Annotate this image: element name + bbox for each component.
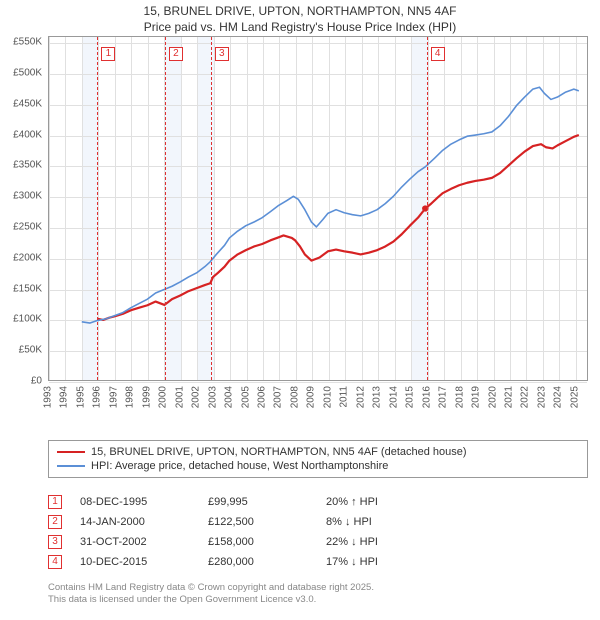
x-tick-label: 2001	[174, 386, 185, 408]
series-price_paid	[97, 135, 579, 320]
y-tick-label: £150K	[13, 283, 42, 294]
row-marker-box: 2	[48, 515, 62, 529]
row-price: £122,500	[208, 516, 308, 528]
x-tick-label: 2021	[503, 386, 514, 408]
y-tick-label: £500K	[13, 67, 42, 78]
x-tick-label: 2010	[322, 386, 333, 408]
legend-label: HPI: Average price, detached house, West…	[91, 460, 388, 472]
title-line-2: Price paid vs. HM Land Registry's House …	[0, 20, 600, 36]
marker-number-box: 3	[215, 47, 229, 61]
marker-line	[211, 37, 212, 380]
marker-line	[165, 37, 166, 380]
y-tick-label: £350K	[13, 160, 42, 171]
x-tick-label: 2008	[289, 386, 300, 408]
footer-line-2: This data is licensed under the Open Gov…	[48, 594, 588, 606]
x-tick-label: 2006	[257, 386, 268, 408]
marker-number-box: 4	[431, 47, 445, 61]
y-tick-label: £250K	[13, 221, 42, 232]
y-tick-label: £450K	[13, 98, 42, 109]
y-tick-label: £100K	[13, 314, 42, 325]
y-axis-labels: £0£50K£100K£150K£200K£250K£300K£350K£400…	[0, 36, 46, 381]
table-row: 1 08-DEC-1995 £99,995 20% ↑ HPI	[48, 492, 588, 512]
x-tick-label: 2015	[405, 386, 416, 408]
row-price: £99,995	[208, 496, 308, 508]
row-date: 10-DEC-2015	[80, 556, 190, 568]
x-tick-label: 2003	[207, 386, 218, 408]
x-tick-label: 2020	[487, 386, 498, 408]
transactions-table: 1 08-DEC-1995 £99,995 20% ↑ HPI 2 14-JAN-2000…	[48, 492, 588, 572]
x-tick-label: 2004	[224, 386, 235, 408]
row-diff: 20% ↑ HPI	[326, 496, 446, 508]
y-tick-label: £300K	[13, 191, 42, 202]
row-price: £158,000	[208, 536, 308, 548]
x-tick-label: 2017	[438, 386, 449, 408]
row-diff: 8% ↓ HPI	[326, 516, 446, 528]
chart-container: 15, BRUNEL DRIVE, UPTON, NORTHAMPTON, NN…	[0, 0, 600, 620]
row-date: 14-JAN-2000	[80, 516, 190, 528]
chart-area: £0 £50K £100K £150K £200K £250K £300K £350K £400…	[0, 36, 600, 436]
legend-item: 15, BRUNEL DRIVE, UPTON, NORTHAMPTON, NN…	[57, 445, 579, 459]
x-tick-label: 2022	[520, 386, 531, 408]
legend: 15, BRUNEL DRIVE, UPTON, NORTHAMPTON, NN…	[48, 440, 588, 478]
x-tick-label: 2023	[536, 386, 547, 408]
x-tick-label: 2012	[355, 386, 366, 408]
x-tick-label: 1999	[141, 386, 152, 408]
footer-line-1: Contains HM Land Registry data © Crown c…	[48, 582, 588, 594]
marker-number-box: 1	[101, 47, 115, 61]
x-tick-label: 2019	[471, 386, 482, 408]
footer-attribution: Contains HM Land Registry data © Crown c…	[48, 582, 588, 607]
row-diff: 22% ↓ HPI	[326, 536, 446, 548]
table-row: 2 14-JAN-2000 £122,500 8% ↓ HPI	[48, 512, 588, 532]
x-tick-label: 2000	[158, 386, 169, 408]
table-row: 4 10-DEC-2015 £280,000 17% ↓ HPI	[48, 552, 588, 572]
x-tick-label: 2025	[569, 386, 580, 408]
legend-swatch	[57, 465, 85, 467]
title-line-1: 15, BRUNEL DRIVE, UPTON, NORTHAMPTON, NN…	[0, 4, 600, 20]
x-tick-label: 2014	[388, 386, 399, 408]
legend-label: 15, BRUNEL DRIVE, UPTON, NORTHAMPTON, NN…	[91, 446, 467, 458]
marker-line	[97, 37, 98, 380]
x-tick-label: 1993	[43, 386, 54, 408]
row-marker-box: 1	[48, 495, 62, 509]
y-tick-label: £0	[31, 376, 42, 387]
plot-area: 1 2 3 4	[48, 36, 588, 381]
row-date: 08-DEC-1995	[80, 496, 190, 508]
x-tick-label: 2016	[421, 386, 432, 408]
x-tick-label: 2024	[553, 386, 564, 408]
table-row: 3 31-OCT-2002 £158,000 22% ↓ HPI	[48, 532, 588, 552]
series-hpi	[82, 87, 579, 323]
row-marker-box: 3	[48, 535, 62, 549]
x-tick-label: 2018	[454, 386, 465, 408]
y-tick-label: £550K	[13, 37, 42, 48]
x-tick-label: 1997	[108, 386, 119, 408]
x-tick-label: 2013	[372, 386, 383, 408]
marker-number-box: 2	[169, 47, 183, 61]
x-tick-label: 2007	[273, 386, 284, 408]
y-tick-label: £50K	[19, 345, 42, 356]
row-marker-box: 4	[48, 555, 62, 569]
x-tick-label: 2009	[306, 386, 317, 408]
x-tick-label: 1998	[125, 386, 136, 408]
legend-swatch	[57, 451, 85, 453]
line-series-svg	[49, 37, 587, 380]
y-tick-label: £200K	[13, 252, 42, 263]
marker-line	[427, 37, 428, 380]
h-gridline	[49, 382, 587, 383]
legend-item: HPI: Average price, detached house, West…	[57, 459, 579, 473]
x-tick-label: 1996	[92, 386, 103, 408]
x-tick-label: 2002	[191, 386, 202, 408]
y-tick-label: £400K	[13, 129, 42, 140]
row-price: £280,000	[208, 556, 308, 568]
x-tick-label: 2011	[339, 386, 350, 408]
x-axis-labels: 1993199419951996199719981999200020012002…	[48, 386, 588, 436]
x-tick-label: 1994	[59, 386, 70, 408]
x-tick-label: 1995	[75, 386, 86, 408]
row-diff: 17% ↓ HPI	[326, 556, 446, 568]
chart-title: 15, BRUNEL DRIVE, UPTON, NORTHAMPTON, NN…	[0, 0, 600, 35]
row-date: 31-OCT-2002	[80, 536, 190, 548]
x-tick-label: 2005	[240, 386, 251, 408]
